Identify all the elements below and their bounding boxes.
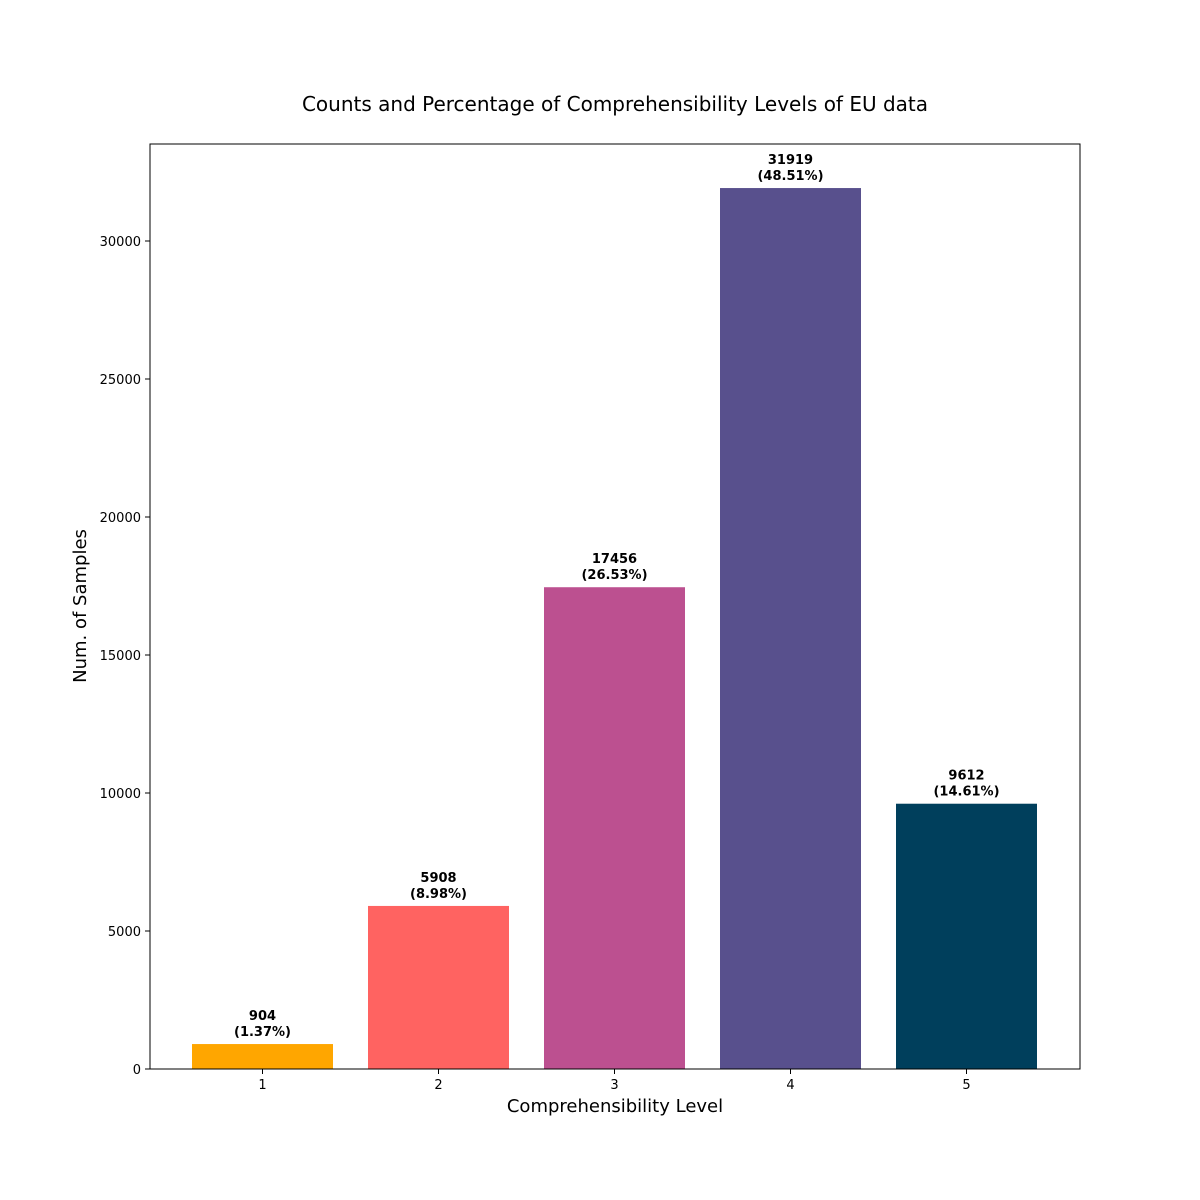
- y-axis-label: Num. of Samples: [70, 529, 91, 683]
- x-tick-label-4: 4: [786, 1078, 794, 1093]
- bar-labels-group: 904(1.37%)5908(8.98%)17456(26.53%)31919(…: [234, 153, 1000, 1040]
- bar-5: [896, 803, 1037, 1069]
- y-tick-label-5000: 5000: [108, 925, 141, 940]
- y-tick-label-10000: 10000: [100, 787, 141, 802]
- x-axis: 1 2 3 4 5: [258, 1069, 971, 1093]
- y-tick-label-30000: 30000: [100, 235, 141, 250]
- y-tick-label-15000: 15000: [100, 649, 141, 664]
- bar-percent-label-3: (26.53%): [581, 568, 647, 583]
- y-tick-label-25000: 25000: [100, 373, 141, 388]
- bar-value-label-2: 5908: [420, 871, 456, 886]
- bar-value-label-5: 9612: [948, 769, 984, 784]
- y-axis: 0 5000 10000 15000 20000 25000 30000: [100, 235, 150, 1078]
- bar-percent-label-1: (1.37%): [234, 1025, 291, 1040]
- x-tick-label-1: 1: [258, 1078, 266, 1093]
- bar-value-label-3: 17456: [592, 552, 637, 567]
- bar-1: [192, 1044, 333, 1069]
- bars-group: [192, 188, 1037, 1069]
- bar-percent-label-4: (48.51%): [757, 169, 823, 184]
- x-tick-label-3: 3: [610, 1078, 618, 1093]
- bar-percent-label-2: (8.98%): [410, 887, 467, 902]
- chart-title: Counts and Percentage of Comprehensibili…: [302, 92, 928, 116]
- y-tick-label-0: 0: [133, 1063, 141, 1078]
- bar-2: [368, 905, 509, 1069]
- x-axis-label: Comprehensibility Level: [507, 1096, 723, 1117]
- bar-percent-label-5: (14.61%): [933, 785, 999, 800]
- bar-4: [720, 188, 861, 1069]
- bar-value-label-4: 31919: [768, 153, 813, 168]
- bar-3: [544, 587, 685, 1069]
- plot-frame: [149, 143, 1081, 1070]
- y-tick-label-20000: 20000: [100, 511, 141, 526]
- x-tick-label-2: 2: [434, 1078, 442, 1093]
- bar-value-label-1: 904: [249, 1009, 276, 1024]
- x-tick-label-5: 5: [962, 1078, 970, 1093]
